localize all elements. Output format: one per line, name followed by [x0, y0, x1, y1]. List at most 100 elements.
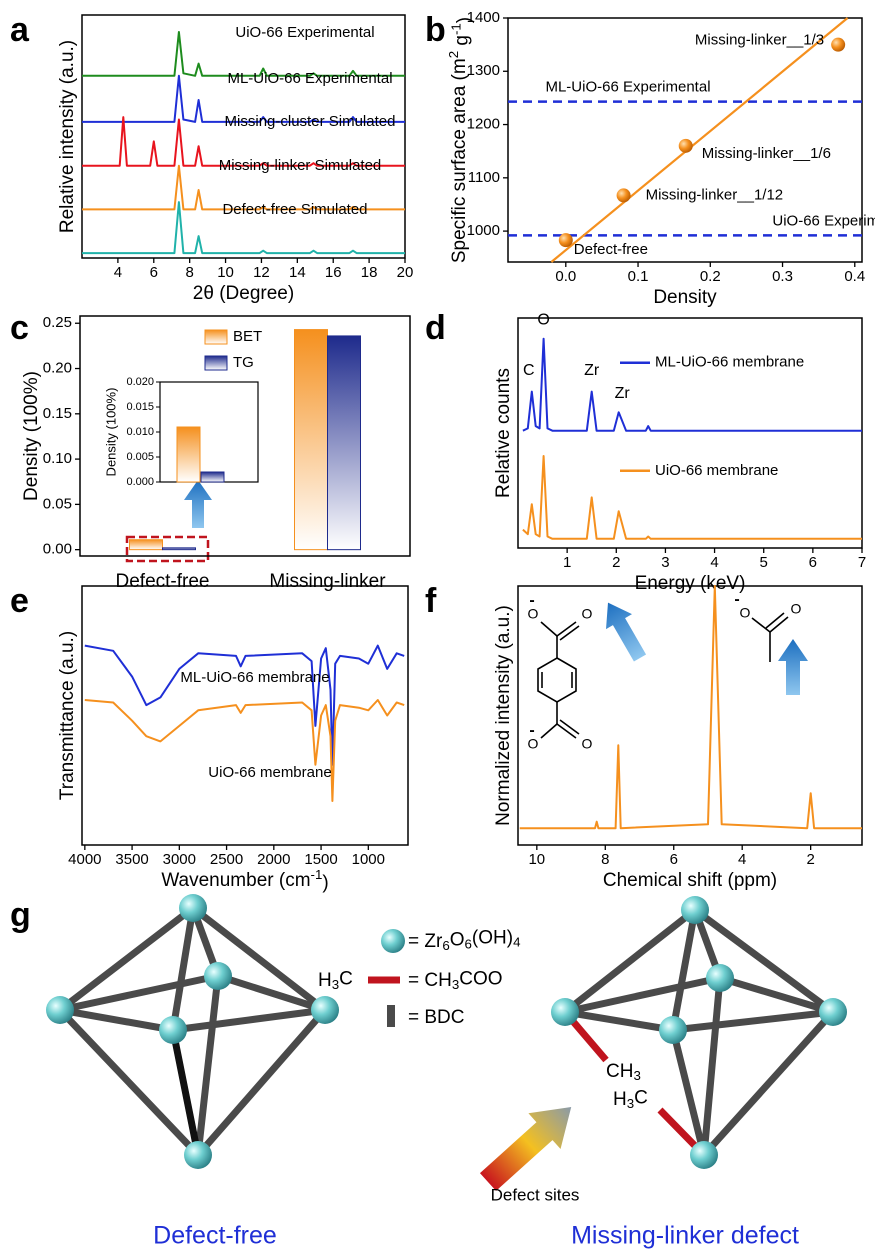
x-tick-label: 3: [661, 554, 669, 571]
defect-label-part: H: [613, 1089, 627, 1110]
atom-label: O: [740, 605, 751, 621]
legend-label-part: = Zr: [408, 931, 443, 952]
x-tick-label: 4: [710, 554, 718, 571]
arrow: [778, 639, 808, 695]
legend-label-part: 6: [465, 936, 472, 951]
data-point: [678, 138, 693, 153]
series-label: UiO-66 membrane: [208, 764, 331, 781]
defect-arrow: [479, 1107, 572, 1191]
panel-label: g: [10, 896, 31, 934]
x-tick-label: 3000: [163, 851, 196, 868]
data-point: [558, 233, 573, 248]
y-axis-label-part: Specific surface area (m: [449, 58, 470, 263]
legend-label: ML-UiO-66 membrane: [655, 354, 804, 371]
charge-label: -: [529, 722, 534, 739]
atom-label: O: [528, 606, 539, 622]
x-tick-label: 0.2: [700, 268, 721, 285]
x-axis-label: Energy (keV): [635, 573, 746, 594]
category-label: Missing-linker: [269, 571, 386, 592]
inset-bar: [200, 471, 225, 483]
x-tick-label: 2: [612, 554, 620, 571]
series-line: [522, 455, 862, 540]
x-tick-label: 6: [670, 851, 678, 868]
y-tick-label: 1100: [468, 169, 500, 186]
bar: [327, 335, 361, 551]
inset-frame: [159, 381, 259, 483]
legend-label-part: = BDC: [408, 1007, 465, 1028]
y-tick-label: 1400: [467, 9, 500, 26]
y-tick-label: 0.15: [43, 405, 72, 422]
x-tick-label: 0.0: [555, 268, 576, 285]
panel-label: f: [425, 582, 437, 620]
inset-bar: [176, 426, 201, 483]
y-axis-label-part: g: [452, 35, 473, 51]
x-tick-label: 2500: [210, 851, 243, 868]
y-axis-label: Relative counts: [493, 368, 514, 498]
legend-label-part: 3: [452, 977, 459, 992]
y-axis-label-part: -1: [448, 23, 463, 35]
x-axis-label-part: Wavenumber (cm: [161, 870, 310, 891]
x-axis-label: Density: [653, 287, 717, 308]
series-label: Missing-cluster Simulated: [225, 113, 396, 130]
x-tick-label: 10: [217, 264, 234, 281]
legend-label-part: C: [339, 968, 353, 989]
defect-label-part: 3: [627, 1096, 634, 1111]
inset-y-tick-label: 0.020: [126, 376, 154, 388]
x-tick-label: 6: [809, 554, 817, 571]
x-tick-label: 1500: [304, 851, 337, 868]
annotation: C: [523, 362, 535, 379]
terephthalate: [537, 621, 580, 739]
x-tick-label: 8: [601, 851, 609, 868]
series-label: Defect-free Simulated: [222, 201, 367, 218]
legend-label-part: 6: [442, 938, 449, 953]
series-label: ML-UiO-66 Experimental: [227, 70, 392, 87]
annotation: Zr: [615, 385, 631, 402]
legend-swatch: [204, 355, 228, 371]
plot-frame: [81, 14, 406, 259]
series-line: [84, 699, 405, 802]
inset-y-axis-label: Density (100%): [103, 388, 118, 477]
y-tick-label: 0.25: [43, 314, 72, 331]
defect-label: H3C: [613, 1087, 648, 1110]
legend-sphere: [381, 929, 405, 953]
x-tick-label: 2: [806, 851, 814, 868]
inset-y-tick-label: 0.000: [126, 476, 154, 488]
series-line: [522, 337, 862, 432]
legend-label: = BDC: [408, 1007, 465, 1028]
defect-label-part: CH: [606, 1061, 633, 1082]
legend-label: UiO-66 membrane: [655, 462, 778, 479]
x-tick-label: 3500: [115, 851, 148, 868]
y-axis-label: Density (100%): [21, 371, 42, 501]
fit-line: [550, 17, 849, 263]
charge-label: -: [529, 592, 534, 609]
x-tick-label: 12: [253, 264, 270, 281]
bar: [129, 539, 163, 551]
y-axis-label-part: 2: [446, 51, 461, 58]
legend-label: = CH3COO: [408, 968, 503, 991]
legend-swatch: [204, 329, 228, 345]
category-label: Defect-free: [116, 571, 210, 592]
y-axis-label: Transmittance (a.u.): [57, 631, 78, 800]
plot-frame: [507, 17, 863, 263]
highlight-box: [125, 535, 210, 563]
legend-label-part: 4: [513, 934, 520, 949]
atom-label: O: [582, 606, 593, 622]
legend-label-part: = CH: [408, 970, 452, 991]
legend-label-part: COO: [459, 968, 502, 989]
data-point: [616, 188, 631, 203]
arrow: [606, 602, 647, 662]
panel-label: d: [425, 309, 446, 347]
panel-label: a: [10, 11, 30, 49]
legend-label-part: (OH): [472, 928, 513, 949]
x-axis-label-part: -1: [311, 867, 323, 882]
data-point: [831, 37, 846, 52]
y-tick-label: 0.10: [43, 450, 72, 467]
point-label: Missing-linker__1/12: [646, 186, 784, 203]
inset-y-tick-label: 0.015: [126, 401, 154, 413]
x-tick-label: 1000: [352, 851, 385, 868]
y-tick-label: 1000: [467, 222, 500, 239]
legend-label: BET: [233, 328, 262, 345]
arrow-label: Defect sites: [491, 1185, 580, 1204]
